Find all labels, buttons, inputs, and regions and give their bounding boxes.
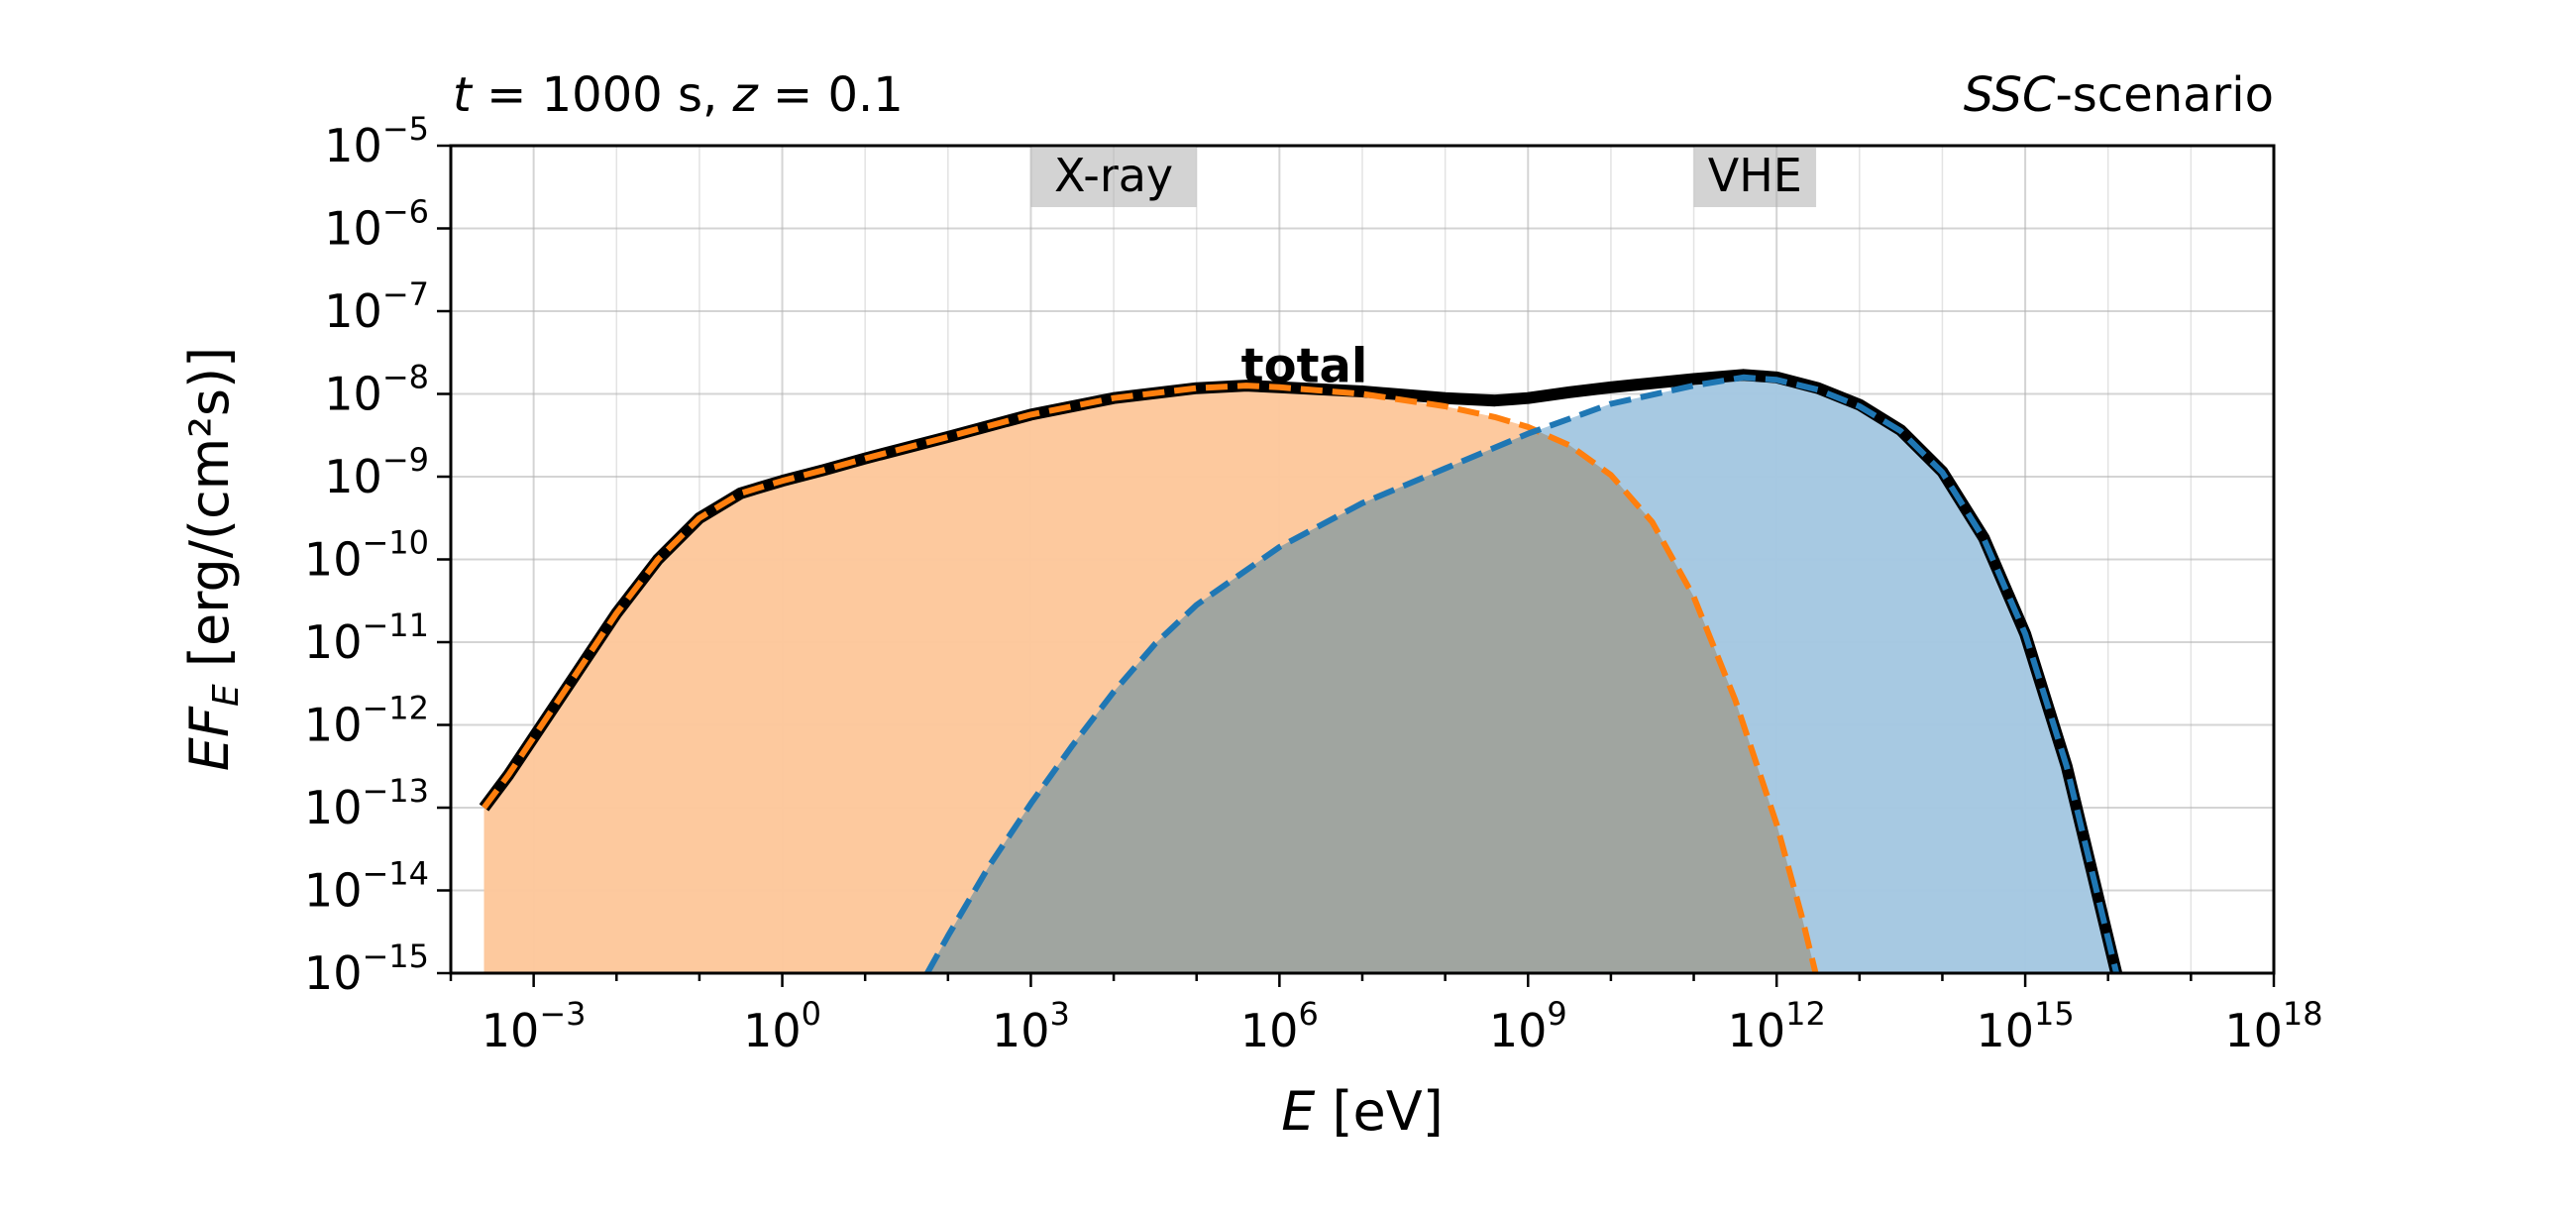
- y-tick-label: 10−13: [304, 772, 429, 834]
- x-axis-title: E [eV]: [1281, 1080, 1444, 1143]
- y-tick-label: 10−11: [304, 606, 429, 669]
- x-tick-label: 103: [992, 995, 1070, 1057]
- y-axis-title: EFE [erg/(cm²s)]: [178, 347, 247, 771]
- band-label-x-ray: X-ray: [1054, 149, 1173, 202]
- y-tick-label: 10−12: [304, 690, 429, 752]
- y-tick-label: 10−10: [304, 524, 429, 587]
- title-right: SSC-scenario: [1964, 67, 2274, 123]
- ticks: [437, 144, 2276, 987]
- band-box-vhe: [1693, 148, 1817, 207]
- y-tick-label: 10−6: [324, 193, 429, 256]
- x-tick-label: 1015: [1976, 995, 2074, 1057]
- y-tick-label: 10−8: [324, 359, 429, 421]
- x-tick-label: 106: [1240, 995, 1319, 1057]
- y-tick-label: 10−9: [324, 441, 429, 503]
- line-ssc: [924, 374, 2120, 973]
- y-tick-label: 10−15: [304, 937, 429, 1000]
- x-tick-label: 1018: [2224, 995, 2322, 1057]
- y-tick-label: 10−7: [324, 275, 429, 338]
- band-label-vhe: VHE: [1708, 149, 1802, 202]
- tick-labels: 10−3 100 103 106 109 1012 1015 1018 10−5 10−6 10−7…: [304, 110, 2323, 1057]
- annotation-total: total: [1241, 338, 1368, 393]
- title-left: t = 1000 s, z = 0.1: [453, 67, 904, 123]
- x-tick-label: 10−3: [482, 995, 587, 1057]
- x-tick-label: 100: [743, 995, 821, 1057]
- x-tick-label: 109: [1489, 995, 1567, 1057]
- series-fills: [483, 377, 2117, 973]
- annotations: total: [1241, 338, 1368, 393]
- line-synchrotron: [482, 383, 1819, 973]
- y-tick-label: 10−5: [324, 110, 429, 172]
- energy-bands: X-ray VHE: [1030, 148, 1817, 207]
- fill-overlap: [926, 430, 1814, 973]
- x-tick-label: 1012: [1728, 995, 1826, 1057]
- series-lines: [479, 369, 2122, 973]
- y-tick-label: 10−14: [304, 855, 429, 918]
- band-box-x-ray: [1030, 148, 1197, 207]
